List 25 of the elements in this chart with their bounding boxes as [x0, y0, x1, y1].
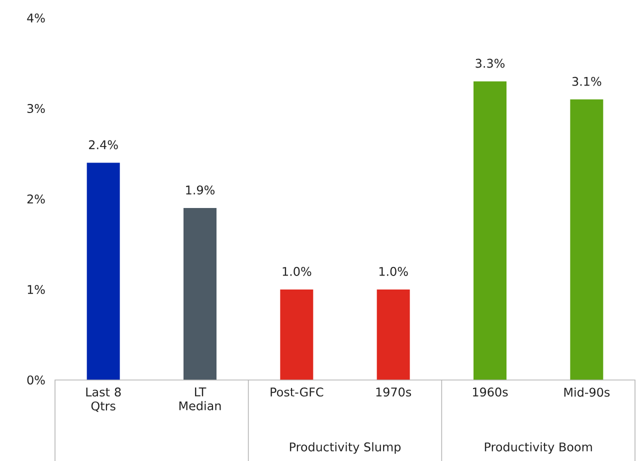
- bar: [184, 208, 217, 380]
- x-tick-label: 1960s: [472, 388, 508, 397]
- y-tick-label: 0%: [27, 375, 45, 385]
- bar: [474, 81, 507, 380]
- text: Productivity Slump: [290, 442, 401, 454]
- bar: [86, 162, 120, 380]
- y-tick-label: 3%: [27, 104, 45, 114]
- data-label: 3.3%: [476, 58, 505, 68]
- data-label: 1.0%: [379, 266, 408, 276]
- text: Productivity Boom: [484, 442, 592, 454]
- y-tick-label: 4%: [27, 13, 45, 23]
- x-tick-label: LT Median: [179, 388, 221, 410]
- bar: [280, 289, 314, 380]
- x-tick-label: 1970s: [376, 388, 412, 397]
- y-tick-label: 1%: [28, 284, 45, 294]
- x-tick-label: Post-GFC: [270, 388, 324, 397]
- y-tick-label: 2%: [27, 194, 45, 204]
- x-tick-label: Mid-90s: [564, 388, 610, 397]
- x-tick-label: Last 8 Qtrs: [86, 388, 121, 412]
- bar: [376, 289, 410, 380]
- data-label: 1.9%: [186, 185, 215, 195]
- data-label: 2.4%: [89, 140, 118, 150]
- bar: [570, 99, 604, 380]
- data-label: 1.0%: [282, 266, 312, 276]
- data-label: 3.1%: [572, 76, 602, 86]
